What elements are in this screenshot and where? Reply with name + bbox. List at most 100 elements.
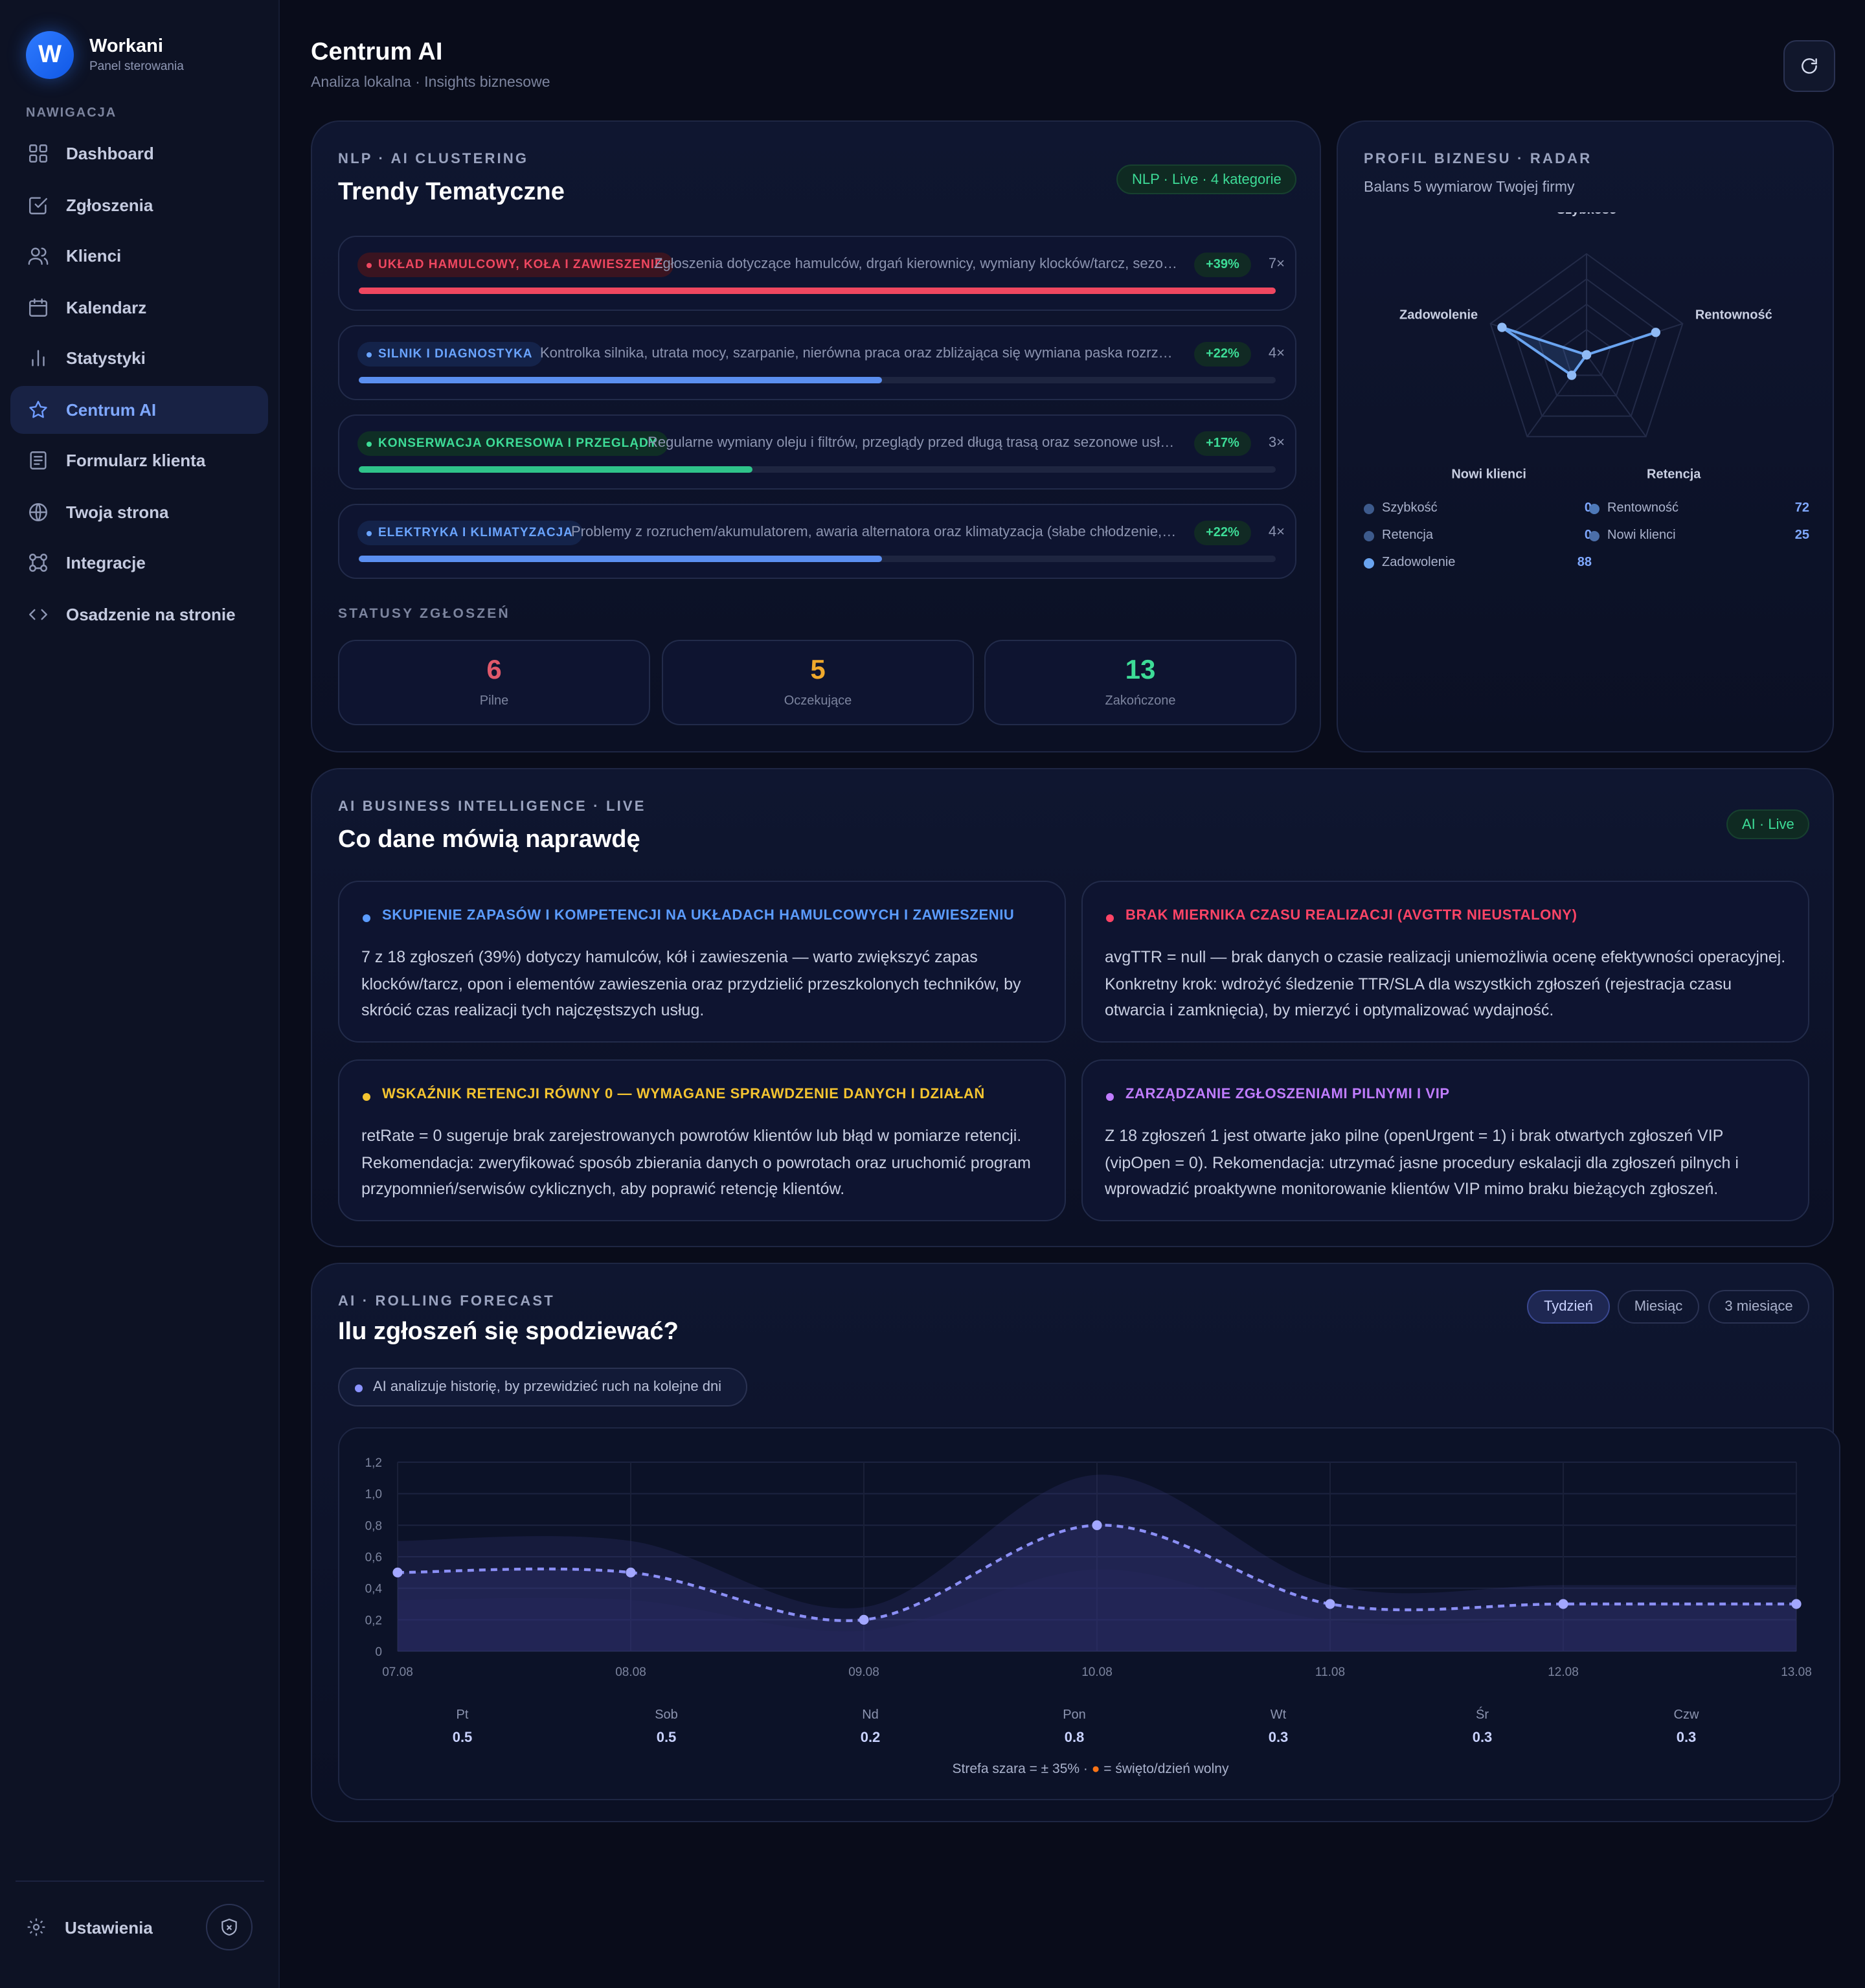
forecast-value-label: 0.3: [1473, 1729, 1493, 1745]
x-tick-label: 12.08: [1548, 1666, 1579, 1679]
insight-card[interactable]: BRAK MIERNIKA CZASU REALIZACJI (AVGTTR N…: [1081, 881, 1809, 1043]
status-card-oczekujace[interactable]: 5 Oczekujące: [662, 640, 974, 725]
forecast-lower-area: [398, 1569, 1796, 1651]
insight-title: ZARZĄDZANIE ZGŁOSZENIAMI PILNYMI I VIP: [1125, 1087, 1450, 1102]
trend-percent: +17%: [1194, 431, 1251, 456]
radar-grid-ring: [1561, 328, 1612, 376]
radar-card: PROFIL BIZNESU · RADAR Balans 5 wymiarow…: [1337, 120, 1834, 752]
forecast-point: [392, 1567, 403, 1577]
page-title: Centrum AI: [311, 39, 443, 66]
sidebar-item-klienci[interactable]: Klienci: [10, 232, 268, 280]
page-subtitle: Analiza lokalna · Insights biznesowe: [311, 75, 550, 91]
status-card-pilne[interactable]: 6 Pilne: [338, 640, 650, 725]
forecast-footnote: Strefa szara = ± 35% · ● = święto/dzień …: [339, 1761, 1842, 1777]
y-tick-label: 0: [375, 1645, 382, 1659]
users-icon: [26, 244, 49, 267]
radar-point: [1497, 322, 1507, 332]
trend-row[interactable]: KONSERWACJA OKRESOWA I PRZEGLĄDY Regular…: [338, 414, 1296, 490]
sidebar-divider: [16, 1881, 264, 1882]
form-icon: [26, 449, 49, 472]
sidebar-item-label: Zgłoszenia: [66, 195, 153, 214]
sidebar-item-label: Centrum AI: [66, 400, 157, 419]
trend-description: Regularne wymiany oleju i filtrów, przeg…: [648, 435, 1179, 451]
radar-axis-label: Retencja: [1647, 468, 1701, 482]
sidebar-item-ustawienia[interactable]: Ustawienia: [26, 1917, 153, 1937]
insight-title: SKUPIENIE ZAPASÓW I KOMPETENCJI NA UKŁAD…: [382, 908, 1015, 923]
x-tick-label: 10.08: [1081, 1666, 1113, 1679]
sidebar-item-statystyki[interactable]: Statystyki: [10, 334, 268, 382]
radar-grid-ring: [1513, 278, 1660, 417]
trend-bar-fill: [359, 288, 1276, 294]
sidebar-item-dashboard[interactable]: Dashboard: [10, 130, 268, 177]
security-button[interactable]: [206, 1904, 253, 1950]
trend-row[interactable]: UKŁAD HAMULCOWY, KOŁA I ZAWIESZENIE Zgło…: [338, 236, 1296, 311]
insight-dot: [1106, 914, 1114, 922]
tab-3-miesiace[interactable]: 3 miesiące: [1708, 1290, 1809, 1324]
insight-body: 7 z 18 zgłoszeń (39%) dotyczy hamulców, …: [361, 948, 1021, 1019]
weekday-label: Śr: [1476, 1706, 1489, 1722]
radar-axis-label: Zadowolenie: [1399, 308, 1478, 322]
sidebar-item-label: Klienci: [66, 246, 122, 265]
brand[interactable]: W Workani Panel sterowania: [26, 31, 184, 79]
radar-legend-item: Zadowolenie: [1364, 556, 1455, 570]
y-tick-label: 0,4: [365, 1583, 383, 1596]
radar-subtitle: Balans 5 wymiarow Twojej firmy: [1364, 180, 1575, 196]
sidebar-item-label: Twoja strona: [66, 502, 169, 521]
trend-bar: [359, 288, 1276, 294]
tab-tydzien[interactable]: Tydzień: [1527, 1290, 1610, 1324]
sidebar-item-centrum-ai[interactable]: Centrum AI: [10, 385, 268, 433]
insight-card[interactable]: WSKAŹNIK RETENCJI RÓWNY 0 — WYMAGANE SPR…: [338, 1059, 1066, 1221]
forecast-chart: 0 0,2 0,4 0,6 0,8 1,0 1,2 07.08 08.08 09.08 10.08 1…: [365, 1456, 1812, 1745]
refresh-button[interactable]: [1783, 40, 1835, 92]
radar-point: [1651, 328, 1661, 337]
sidebar-item-osadzenie[interactable]: Osadzenie na stronie: [10, 590, 268, 638]
sidebar-nav: Dashboard Zgłoszenia Klienci Kalendarz S…: [10, 130, 268, 641]
legend-dot: [1364, 530, 1374, 541]
legend-value: 72: [1794, 501, 1809, 515]
sidebar-item-integracje[interactable]: Integracje: [10, 539, 268, 587]
radar-grid-ring: [1537, 303, 1636, 397]
legend-value: 88: [1577, 556, 1592, 570]
forecast-value-label: 0.3: [1269, 1729, 1289, 1745]
sidebar-item-twoja-strona[interactable]: Twoja strona: [10, 488, 268, 536]
calendar-icon: [26, 295, 49, 319]
forecast-point: [1092, 1520, 1102, 1530]
legend-label: Szybkość: [1382, 501, 1438, 515]
x-tick-label: 09.08: [848, 1666, 879, 1679]
trend-tag: SILNIK I DIAGNOSTYKA: [357, 342, 543, 367]
legend-value: 0: [1584, 528, 1592, 543]
status-label: Oczekujące: [784, 694, 852, 708]
y-tick-label: 1,2: [365, 1456, 382, 1470]
legend-value: 25: [1794, 528, 1809, 543]
trend-count: 3×: [1268, 435, 1285, 451]
sidebar-item-zgloszenia[interactable]: Zgłoszenia: [10, 181, 268, 229]
insight-body: avgTTR = null — brak danych o czasie rea…: [1105, 948, 1786, 1019]
legend-label: Zadowolenie: [1382, 556, 1456, 570]
x-tick-label: 11.08: [1315, 1666, 1345, 1679]
sidebar-item-formularz[interactable]: Formularz klienta: [10, 436, 268, 484]
trend-count: 4×: [1268, 525, 1285, 540]
trend-row[interactable]: SILNIK I DIAGNOSTYKA Kontrolka silnika, …: [338, 325, 1296, 400]
forecast-point: [1791, 1599, 1802, 1609]
forecast-area: [398, 1525, 1796, 1651]
insight-card[interactable]: ZARZĄDZANIE ZGŁOSZENIAMI PILNYMI I VIP Z…: [1081, 1059, 1809, 1221]
forecast-outer-area: [398, 1474, 1796, 1651]
checkbox-icon: [26, 193, 49, 216]
status-card-zakonczone[interactable]: 13 Zakończone: [984, 640, 1296, 725]
radar-axis-label: Nowi klienci: [1451, 468, 1526, 482]
forecast-kicker: AI · ROLLING FORECAST: [338, 1294, 555, 1309]
trend-row[interactable]: ELEKTRYKA I KLIMATYZACJA Problemy z rozr…: [338, 504, 1296, 579]
legend-label: Nowi klienci: [1607, 528, 1676, 543]
brand-name: Workani: [89, 36, 163, 57]
forecast-point: [1325, 1599, 1335, 1609]
radar-legend-item: Szybkość: [1364, 501, 1438, 515]
tab-miesiac[interactable]: Miesiąc: [1618, 1290, 1699, 1324]
radar-point: [1581, 350, 1592, 360]
sidebar-item-kalendarz[interactable]: Kalendarz: [10, 283, 268, 331]
insight-card[interactable]: SKUPIENIE ZAPASÓW I KOMPETENCJI NA UKŁAD…: [338, 881, 1066, 1043]
radar-legend-item: Nowi klienci: [1589, 528, 1676, 543]
forecast-value-label: 0.5: [453, 1729, 473, 1745]
gear-icon: [27, 1918, 45, 1936]
sidebar-item-label: Dashboard: [66, 144, 154, 163]
legend-dot: [1589, 530, 1599, 541]
